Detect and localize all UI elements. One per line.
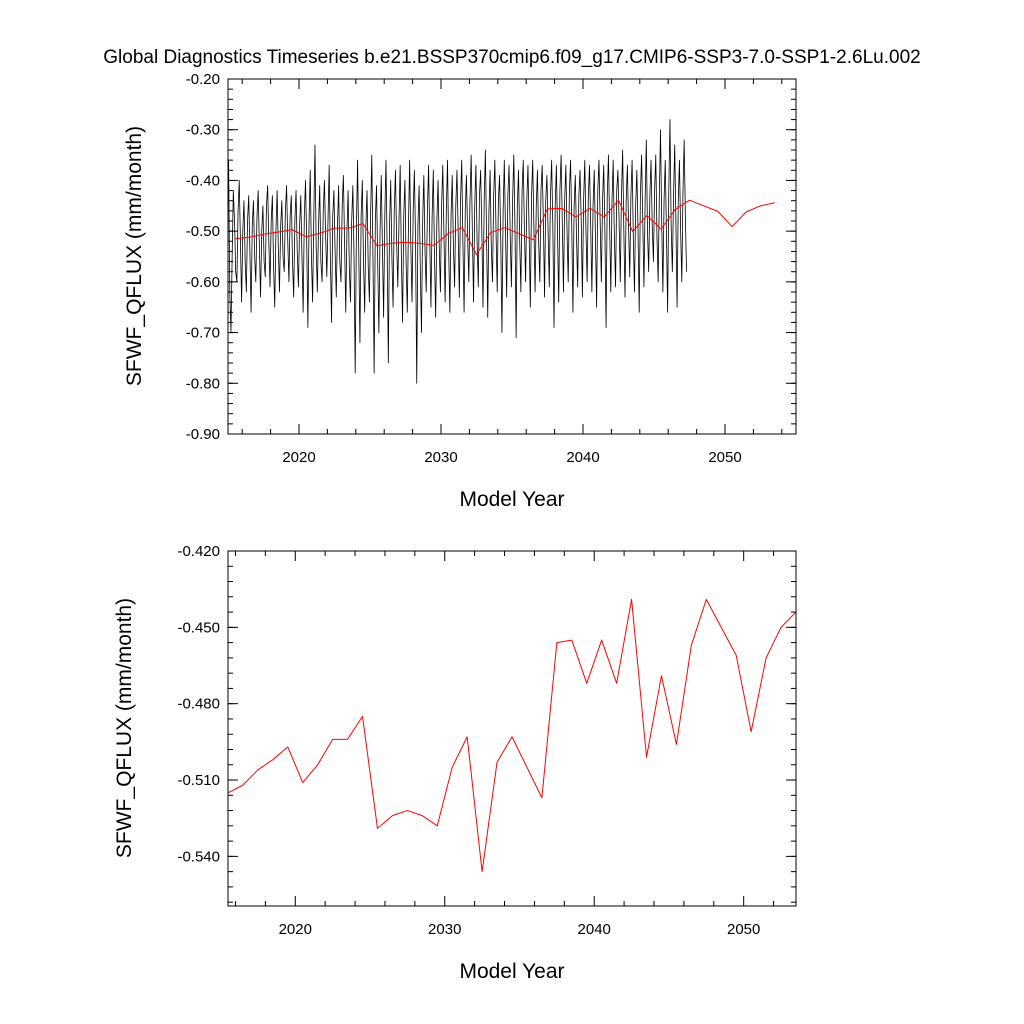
top-xtick-label: 2050 xyxy=(708,449,741,466)
top-ytick-label: -0.70 xyxy=(186,325,220,342)
top-xtick-label: 2030 xyxy=(424,449,457,466)
top-ytick-label: -0.90 xyxy=(186,426,220,443)
top-ytick-label: -0.40 xyxy=(186,172,220,189)
top-chart: 2020 2030 2040 2050 -0.90 -0.80 -0.70 -0.60 -0.5… xyxy=(123,71,797,511)
top-ytick-label: -0.20 xyxy=(186,71,220,88)
bottom-chart: 2020 2030 2040 2050 -0.540 -0.510 -0.480 -0.450… xyxy=(113,543,797,983)
bottom-ytick-label: -0.450 xyxy=(177,619,220,636)
bottom-xtick-label: 2050 xyxy=(727,921,760,938)
bottom-ytick-label: -0.540 xyxy=(177,848,220,865)
bottom-y-axis-label: SFWF_QFLUX (mm/month) xyxy=(113,598,136,858)
top-ytick-label: -0.80 xyxy=(186,375,220,392)
bottom-xtick-label: 2040 xyxy=(578,921,611,938)
top-ytick-label: -0.50 xyxy=(186,223,220,240)
bottom-xtick-label: 2030 xyxy=(428,921,461,938)
bottom-annual-series-line xyxy=(227,598,797,873)
top-ytick-label: -0.30 xyxy=(186,122,220,139)
bottom-plot-frame xyxy=(227,550,797,907)
bottom-ytick-label: -0.420 xyxy=(177,543,220,560)
bottom-ytick-label: -0.480 xyxy=(177,696,220,713)
bottom-series xyxy=(227,598,797,873)
bottom-x-axis-label: Model Year xyxy=(459,960,564,983)
bottom-ytick-label: -0.510 xyxy=(177,772,220,789)
top-y-axis-label: SFWF_QFLUX (mm/month) xyxy=(123,126,146,386)
bottom-xtick-label: 2020 xyxy=(279,921,312,938)
top-xtick-label: 2020 xyxy=(282,449,315,466)
top-xtick-label: 2040 xyxy=(566,449,599,466)
top-ytick-label: -0.60 xyxy=(186,274,220,291)
top-plot-frame xyxy=(227,78,797,435)
chart-title: Global Diagnostics Timeseries b.e21.BSSP… xyxy=(103,47,920,68)
top-annual-series-line xyxy=(235,199,775,255)
top-ticks: 2020 2030 2040 2050 -0.90 -0.80 -0.70 -0.60 -0.5… xyxy=(186,71,796,466)
top-x-axis-label: Model Year xyxy=(459,488,564,511)
bottom-ticks: 2020 2030 2040 2050 -0.540 -0.510 -0.480 -0.450… xyxy=(177,543,796,938)
top-monthly-series-line xyxy=(228,119,687,384)
top-series xyxy=(228,119,775,384)
